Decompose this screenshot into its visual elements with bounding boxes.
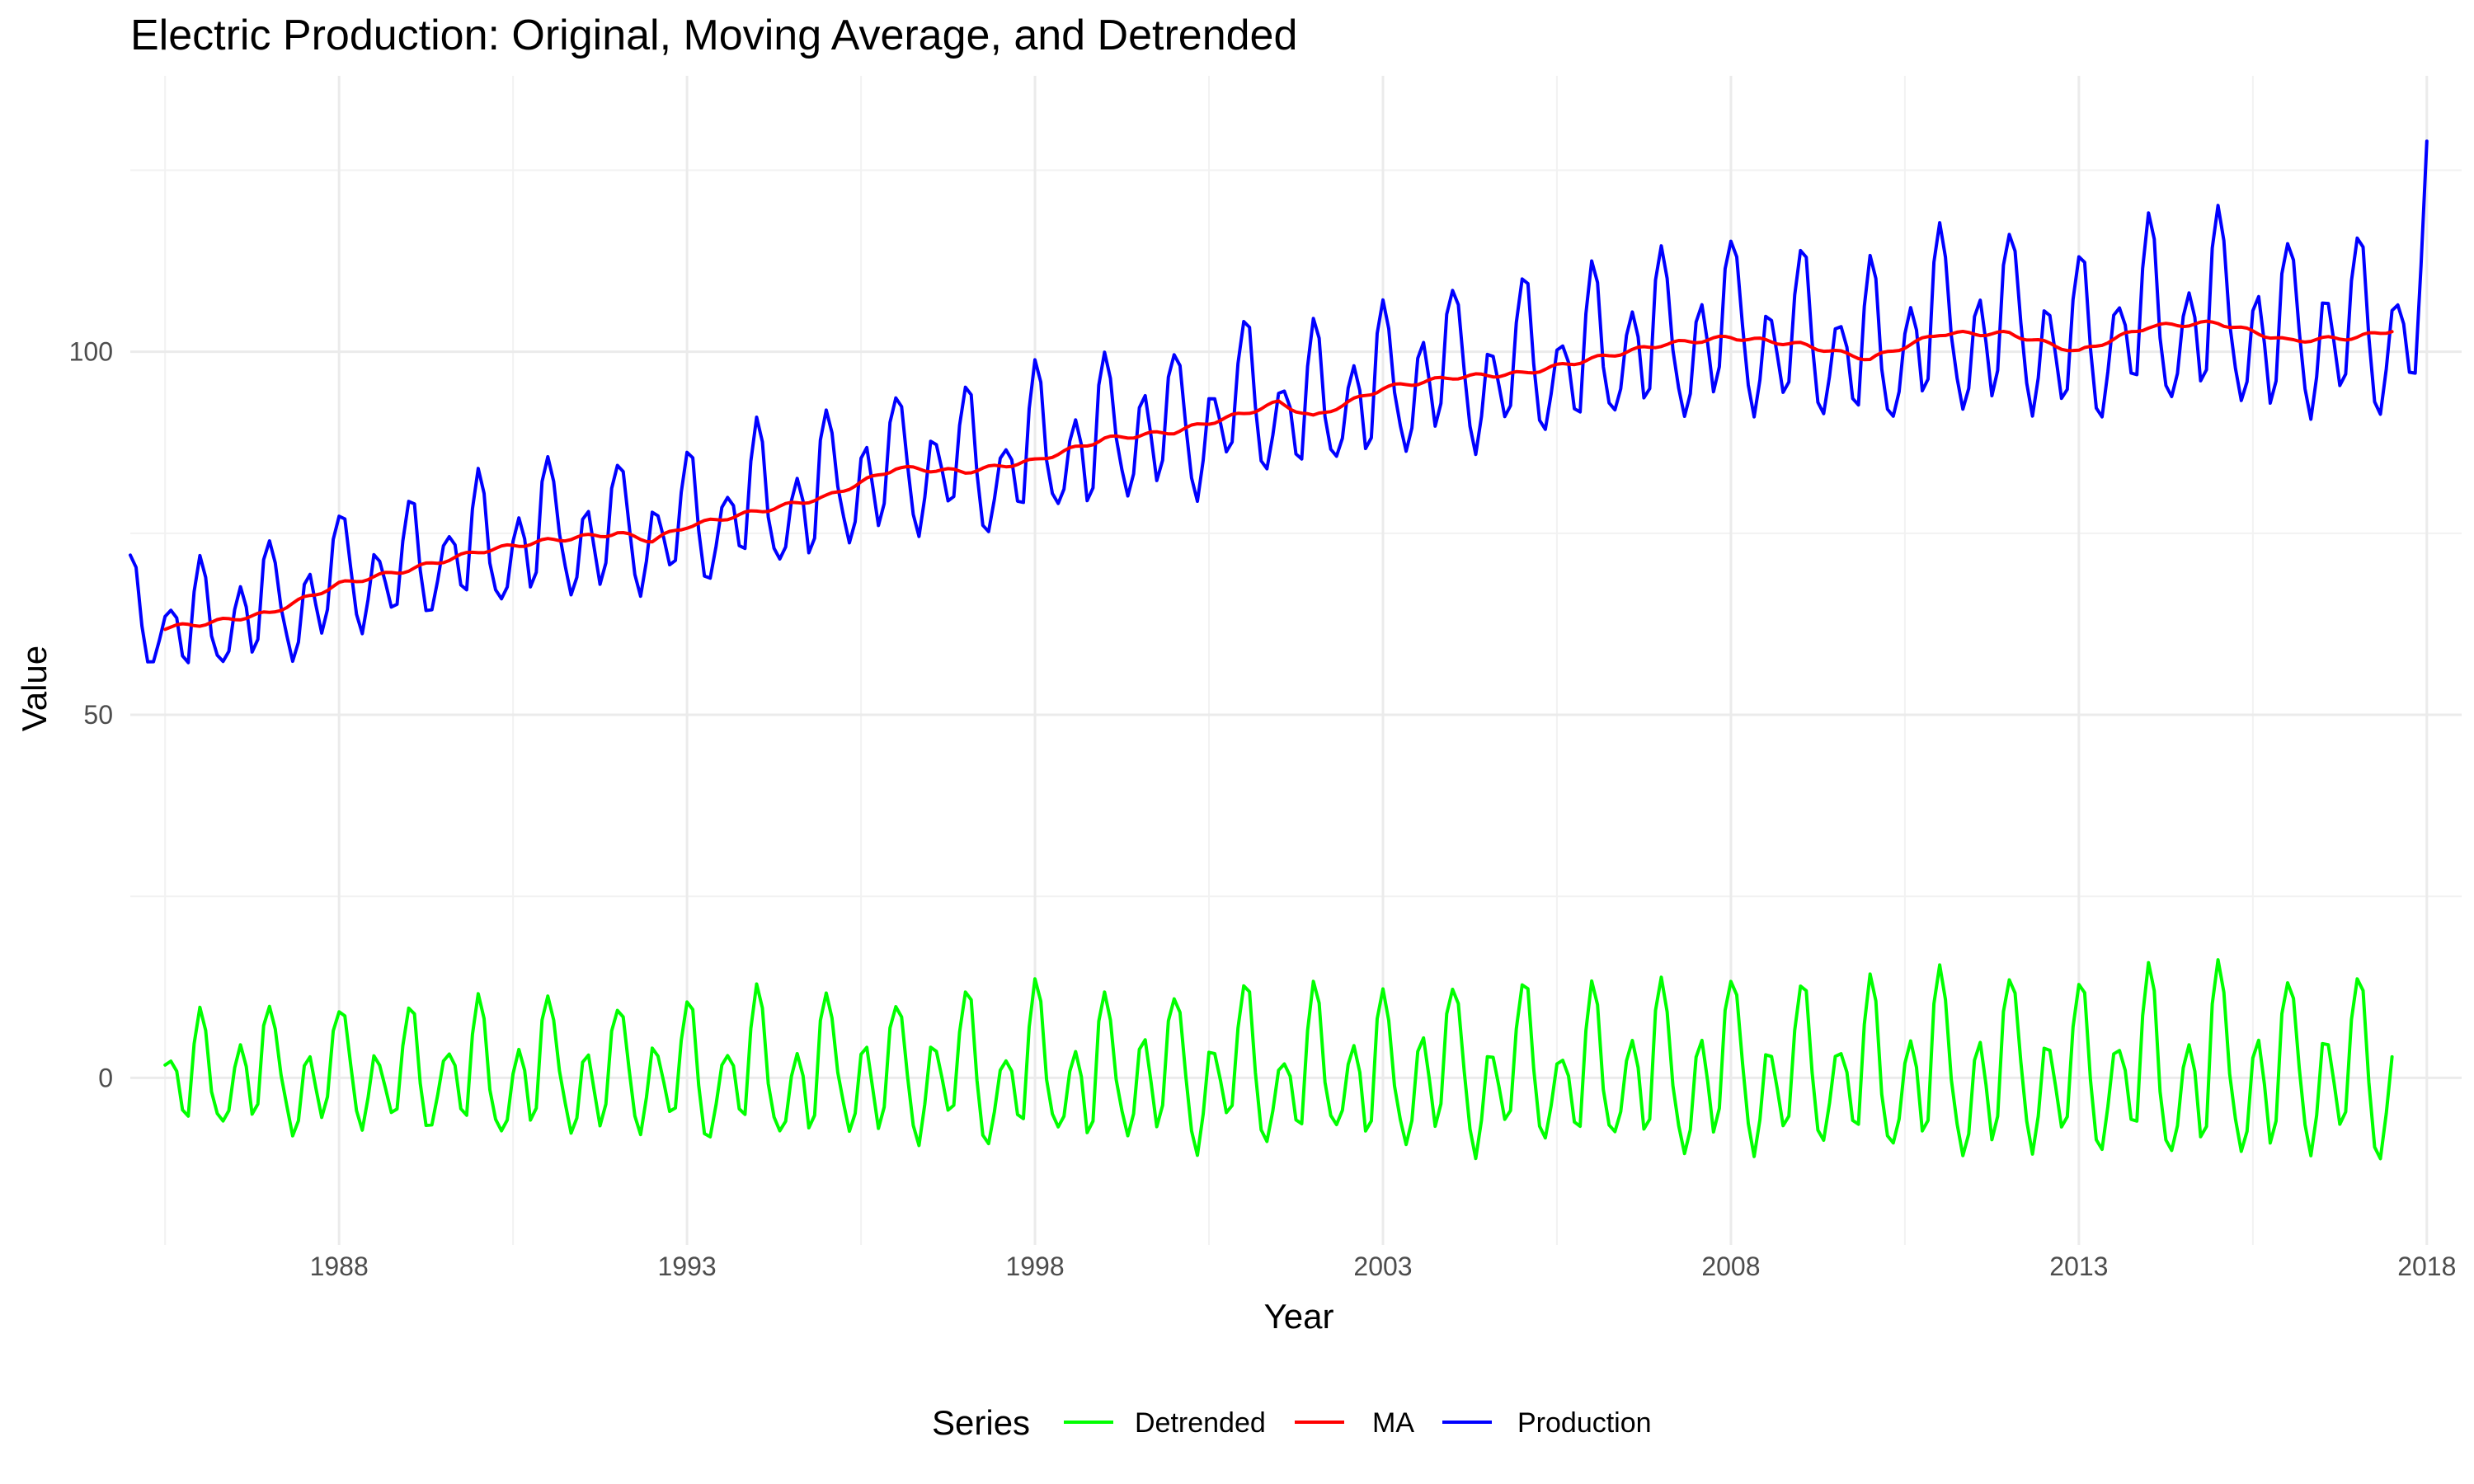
- x-tick-label: 1993: [658, 1252, 717, 1281]
- y-tick-label: 50: [83, 700, 113, 730]
- legend-title: Series: [932, 1403, 1030, 1442]
- axis-ticks: 1988 1993 1998 2003 2008 2013 2018 0 50 100: [69, 337, 2457, 1281]
- x-tick-label: 2013: [2049, 1252, 2108, 1281]
- x-tick-label: 2008: [1701, 1252, 1760, 1281]
- y-tick-label: 0: [98, 1063, 113, 1092]
- legend-label-ma: MA: [1372, 1407, 1414, 1439]
- x-tick-label: 2018: [2397, 1252, 2456, 1281]
- x-tick-label: 1998: [1005, 1252, 1064, 1281]
- x-tick-label: 2003: [1353, 1252, 1412, 1281]
- x-axis-title: Year: [1264, 1297, 1334, 1336]
- y-tick-label: 100: [69, 337, 113, 367]
- y-axis-title: Value: [15, 646, 54, 731]
- legend-label-detrended: Detrended: [1135, 1407, 1266, 1439]
- x-tick-label: 1988: [310, 1252, 369, 1281]
- detrended-line: [163, 958, 2394, 1161]
- chart-title: Electric Production: Original, Moving Av…: [130, 12, 1297, 59]
- legend-label-production: Production: [1517, 1407, 1652, 1439]
- series-lines: [129, 139, 2429, 1161]
- legend: Series Detrended MA Production: [932, 1403, 1652, 1442]
- ma-line: [163, 319, 2394, 632]
- production-line: [129, 139, 2429, 665]
